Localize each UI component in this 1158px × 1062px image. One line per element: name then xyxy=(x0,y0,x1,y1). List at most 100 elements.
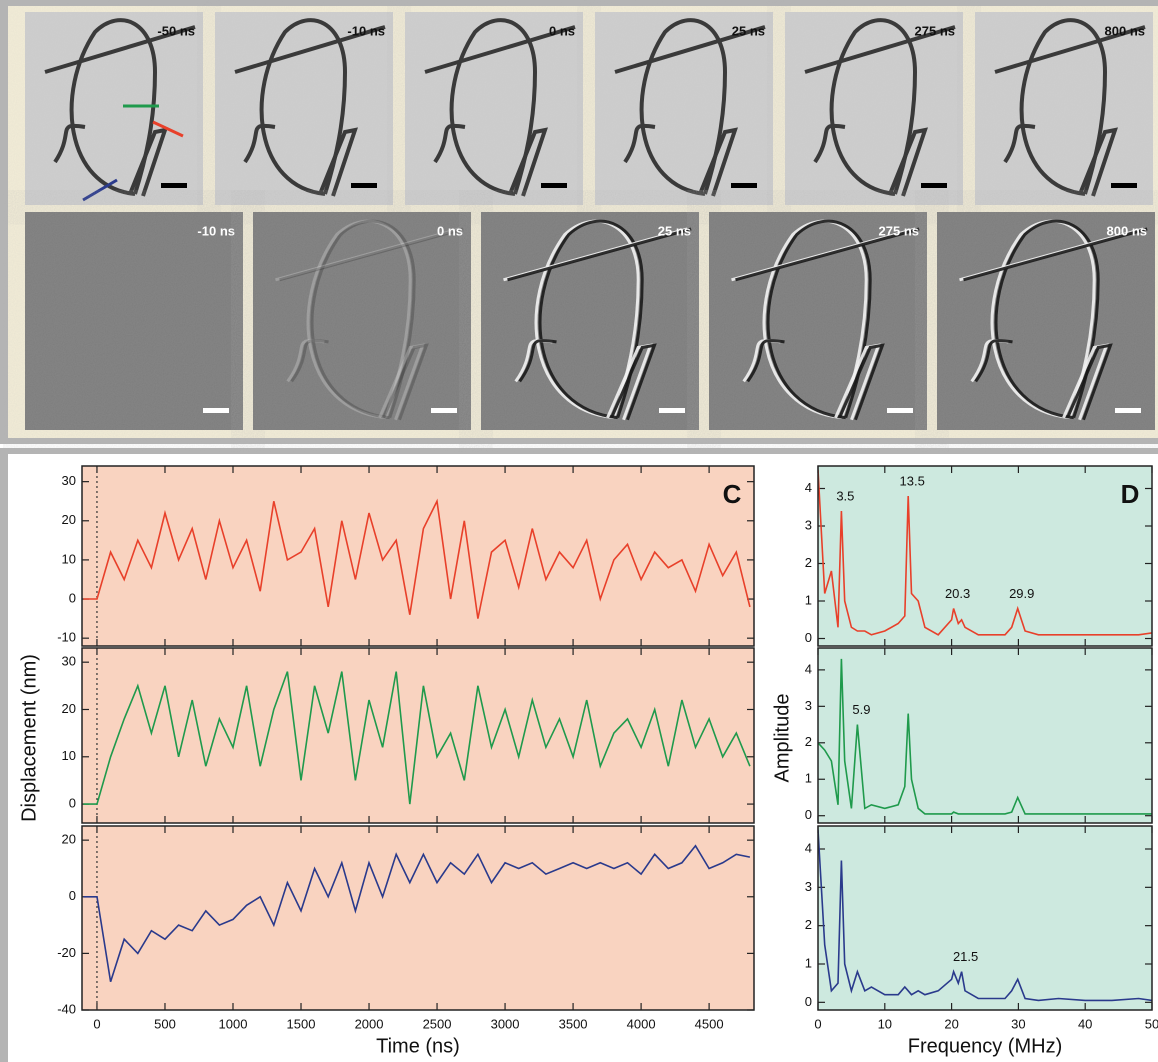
sample-outline-dark xyxy=(290,339,329,383)
x-tick-label: 50 xyxy=(1145,1016,1158,1031)
series-line xyxy=(83,671,751,805)
sample-outline-light xyxy=(275,227,460,282)
difference-noise xyxy=(709,212,927,430)
y-tick-label: 10 xyxy=(62,551,76,566)
sample-outline xyxy=(623,123,656,164)
plot-background xyxy=(82,826,754,1010)
sample-outline xyxy=(804,25,956,74)
micrograph-noise xyxy=(25,12,203,205)
micrograph-noise xyxy=(405,12,583,205)
micrograph-noise xyxy=(595,12,773,205)
plot-background xyxy=(818,826,1152,1010)
scale-bar xyxy=(659,408,685,413)
x-tick-label: 40 xyxy=(1078,1016,1092,1031)
sample-outline-dark xyxy=(279,227,464,282)
scale-bar xyxy=(431,408,457,413)
y-tick-label: 4 xyxy=(805,840,812,855)
x-tick-label: 30 xyxy=(1011,1016,1025,1031)
sample-outline-dark xyxy=(963,227,1148,282)
sample-outline-dark xyxy=(994,219,1100,420)
frame-label: 25 ns xyxy=(732,23,765,38)
plot-border xyxy=(81,465,755,647)
x-tick-label: 10 xyxy=(878,1016,892,1031)
plot-border xyxy=(817,647,1153,824)
sample-outline xyxy=(698,127,738,197)
y-tick-label: 10 xyxy=(62,748,76,763)
sample-outline-dark xyxy=(766,219,872,420)
x-tick-label: 3000 xyxy=(491,1016,520,1031)
y-tick-label: -40 xyxy=(57,1001,76,1016)
sample-outline xyxy=(1078,127,1118,197)
sample-outline-dark xyxy=(507,227,692,282)
panel-letter: D xyxy=(1121,479,1140,509)
sample-outline xyxy=(994,25,1146,74)
sample-outline xyxy=(128,127,168,197)
x-tick-label: 20 xyxy=(944,1016,958,1031)
sample-outline xyxy=(888,127,928,197)
series-line xyxy=(818,829,1152,1002)
scale-bar xyxy=(887,408,913,413)
micrograph-noise xyxy=(785,12,963,205)
sample-outline-dark xyxy=(610,343,657,421)
sample-outline xyxy=(44,25,196,74)
peak-label: 3.5 xyxy=(836,488,854,503)
scale-bar xyxy=(351,183,377,188)
frame-label: -10 ns xyxy=(347,23,385,38)
y-tick-label: 1 xyxy=(805,592,812,607)
sample-outline-light xyxy=(378,343,425,421)
y-tick-label: 20 xyxy=(62,832,76,847)
frame-label: -10 ns xyxy=(197,223,235,238)
frame-label: 0 ns xyxy=(549,23,575,38)
x-tick-label: 4500 xyxy=(695,1016,724,1031)
arrow-red xyxy=(152,120,184,138)
y-axis-label: Displacement (nm) xyxy=(18,654,40,822)
y-tick-label: 0 xyxy=(69,888,76,903)
plot-border xyxy=(81,647,755,824)
x-tick-label: 500 xyxy=(154,1016,176,1031)
sample-outline xyxy=(318,127,358,197)
micrograph-noise xyxy=(215,12,393,205)
y-tick-label: 3 xyxy=(805,517,812,532)
x-axis-label: Time (ns) xyxy=(376,1035,460,1057)
peak-label: 20.3 xyxy=(945,586,970,601)
sample-outline-dark xyxy=(1066,343,1113,421)
scale-bar xyxy=(1111,183,1137,188)
sample-outline xyxy=(639,18,728,196)
sample-outline-dark xyxy=(746,339,785,383)
arrow-blue xyxy=(82,178,118,202)
y-tick-label: 0 xyxy=(805,630,812,645)
sample-outline-dark xyxy=(382,343,429,421)
sample-outline-dark xyxy=(974,339,1013,383)
sample-outline xyxy=(53,123,86,164)
sample-outline xyxy=(508,127,548,197)
y-tick-label: 2 xyxy=(805,917,812,932)
difference-noise xyxy=(25,212,243,430)
sample-outline xyxy=(449,18,538,196)
plot-border xyxy=(81,825,755,1011)
peak-label: 29.9 xyxy=(1009,586,1034,601)
y-tick-label: 4 xyxy=(805,480,812,495)
sample-outline xyxy=(1003,123,1036,164)
plot-background xyxy=(82,466,754,646)
x-tick-label: 1500 xyxy=(287,1016,316,1031)
y-tick-label: 0 xyxy=(69,796,76,811)
peak-label: 21.5 xyxy=(953,949,978,964)
panel-letter: C xyxy=(723,479,742,509)
difference-noise xyxy=(937,212,1155,430)
y-tick-label: 1 xyxy=(805,955,812,970)
sample-outline xyxy=(614,25,766,74)
sample-outline xyxy=(69,18,158,196)
sample-outline xyxy=(829,18,918,196)
series-line xyxy=(83,498,751,619)
y-tick-label: 1 xyxy=(805,771,812,786)
plot-background xyxy=(818,466,1152,646)
y-tick-label: 0 xyxy=(805,807,812,822)
sample-outline xyxy=(813,123,846,164)
sample-outline xyxy=(433,123,466,164)
series-line xyxy=(83,844,751,982)
x-tick-label: 0 xyxy=(93,1016,100,1031)
peak-label: 13.5 xyxy=(900,473,925,488)
sample-outline-dark xyxy=(735,227,920,282)
x-axis-label: Frequency (MHz) xyxy=(908,1035,1062,1057)
